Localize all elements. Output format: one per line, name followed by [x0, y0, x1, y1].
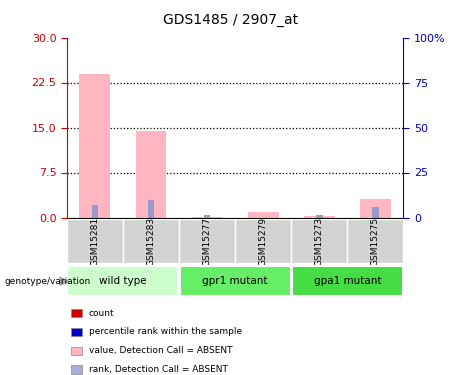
Text: GSM15275: GSM15275 [371, 216, 380, 266]
Bar [180, 266, 290, 296]
Bar [136, 130, 166, 218]
Text: GDS1485 / 2907_at: GDS1485 / 2907_at [163, 13, 298, 27]
Text: wild type: wild type [99, 276, 147, 286]
Text: percentile rank within the sample: percentile rank within the sample [89, 327, 242, 336]
Text: GSM15283: GSM15283 [147, 216, 155, 266]
Bar [360, 199, 391, 217]
Bar [372, 207, 378, 218]
Bar [304, 216, 335, 217]
Bar [347, 219, 403, 262]
Bar [204, 215, 210, 217]
Polygon shape [60, 277, 68, 285]
Bar [123, 219, 179, 262]
Text: gpr1 mutant: gpr1 mutant [202, 276, 268, 286]
Text: GSM15273: GSM15273 [315, 216, 324, 266]
Text: GSM15277: GSM15277 [202, 216, 212, 266]
Text: GSM15279: GSM15279 [259, 216, 268, 266]
Bar [179, 219, 235, 262]
Bar [79, 74, 110, 217]
Text: value, Detection Call = ABSENT: value, Detection Call = ABSENT [89, 346, 232, 355]
Text: genotype/variation: genotype/variation [5, 277, 91, 286]
Bar [235, 219, 291, 262]
Text: GSM15281: GSM15281 [90, 216, 100, 266]
Bar [248, 212, 278, 217]
Bar [292, 266, 403, 296]
Bar [67, 266, 178, 296]
Bar [316, 215, 323, 217]
Bar [291, 219, 347, 262]
Text: gpa1 mutant: gpa1 mutant [313, 276, 381, 286]
Bar [92, 205, 98, 218]
Bar [67, 219, 123, 262]
Text: rank, Detection Call = ABSENT: rank, Detection Call = ABSENT [89, 365, 227, 374]
Bar [148, 200, 154, 217]
Text: count: count [89, 309, 114, 318]
